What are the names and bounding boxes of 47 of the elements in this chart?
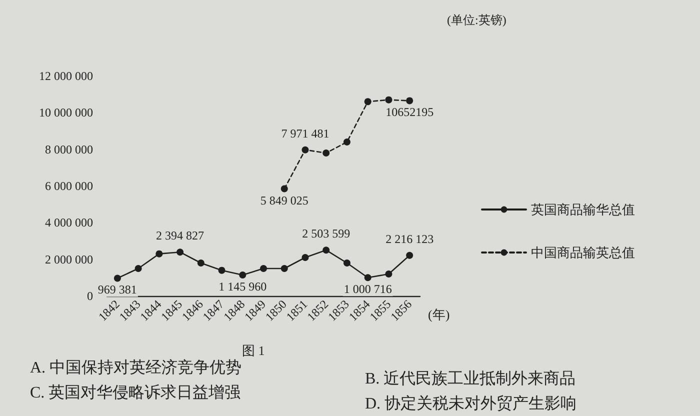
point — [260, 265, 267, 272]
y-axis-title: (单位:英镑) — [447, 13, 506, 27]
point — [406, 97, 414, 104]
text: C. 英国对华侵略诉求日益增强 — [30, 384, 241, 402]
point — [385, 270, 392, 278]
point — [322, 246, 330, 254]
x-axis-title: (年) — [428, 307, 450, 322]
point — [280, 265, 288, 272]
y-tick-label: 2 000 000 — [45, 252, 93, 266]
data-label: 2 216 123 — [386, 232, 434, 246]
point — [176, 248, 184, 256]
point — [302, 146, 309, 154]
data-label: 2 394 827 — [156, 228, 204, 243]
caption: 图 1 — [242, 343, 265, 358]
y-tick-label: 0 — [87, 289, 93, 303]
point — [134, 265, 142, 272]
data-label: 969 381 — [98, 282, 137, 297]
legend-label: 英国商品输华总值 — [531, 202, 635, 217]
data-label: 5 849 025 — [260, 193, 308, 208]
data-label: 7 971 481 — [281, 126, 330, 140]
point — [343, 138, 350, 146]
data-label: 10652195 — [386, 105, 434, 120]
point — [114, 274, 121, 282]
point — [197, 260, 204, 266]
text: D. 协定关税未对外贸产生影响 — [365, 394, 577, 412]
point — [385, 96, 392, 104]
y-tick-label: 6 000 000 — [45, 179, 93, 193]
point — [322, 150, 330, 156]
point — [406, 252, 414, 259]
y-tick-label: 4 000 000 — [45, 216, 93, 230]
point — [302, 254, 309, 261]
data-label: 1 000 716 — [344, 282, 392, 296]
y-tick-label: 12 000 000 — [39, 69, 93, 83]
point — [364, 274, 372, 282]
legend-label: 中国商品输英总值 — [531, 245, 635, 260]
data-label: 2 503 599 — [302, 226, 350, 241]
text: A. 中国保持对英经济竞争优势 — [30, 358, 242, 376]
y-tick-label: 8 000 000 — [45, 142, 93, 156]
point — [239, 271, 246, 278]
point — [218, 266, 226, 274]
text: B. 近代民族工业抵制外来商品 — [365, 370, 576, 388]
point — [156, 250, 163, 258]
point — [280, 185, 288, 192]
point — [343, 260, 350, 266]
point — [364, 98, 372, 106]
y-tick-label: 10 000 000 — [39, 106, 93, 120]
data-label: 1 145 960 — [218, 279, 267, 294]
